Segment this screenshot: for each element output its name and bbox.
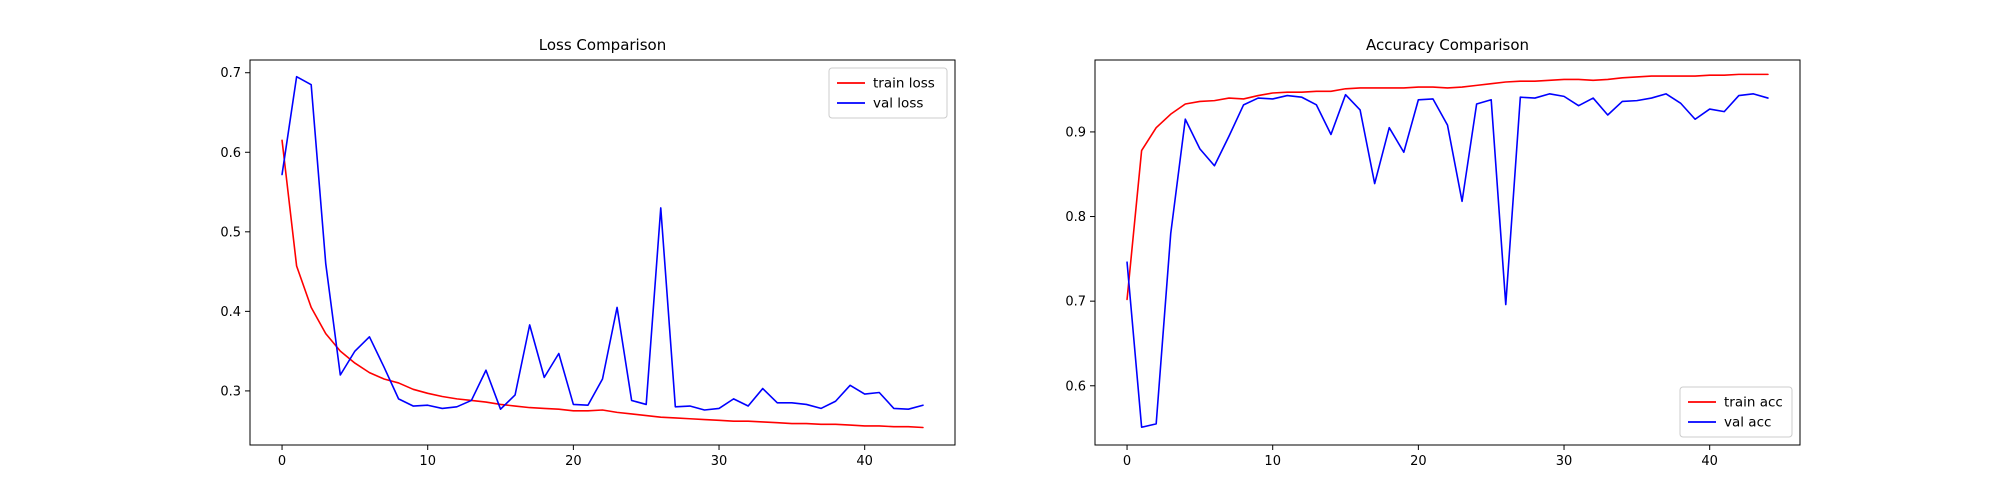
x-tick-label: 10 xyxy=(419,454,436,469)
x-tick-label: 20 xyxy=(565,454,582,469)
x-tick-label: 30 xyxy=(1556,454,1573,469)
y-tick-label: 0.8 xyxy=(1065,210,1086,225)
y-tick-label: 0.6 xyxy=(220,146,241,161)
x-tick-label: 30 xyxy=(711,454,728,469)
loss-chart: Loss Comparison 0 10 20 30 40 0.3 0.4 0.5 0.6 0.7 t… xyxy=(220,36,956,469)
legend-label-val-acc: val acc xyxy=(1724,415,1771,431)
y-tick-label: 0.3 xyxy=(220,384,241,399)
legend-box xyxy=(828,67,948,119)
series-line-train-acc xyxy=(1126,73,1769,301)
legend-label-val-loss: val loss xyxy=(873,96,923,112)
legend-label-train-acc: train acc xyxy=(1724,395,1783,411)
y-tick-label: 0.6 xyxy=(1065,379,1086,394)
y-tick-label: 0.5 xyxy=(220,225,241,240)
series-line-val-acc xyxy=(1126,93,1769,429)
legend-box xyxy=(1679,386,1793,438)
y-tick-label: 0.4 xyxy=(220,305,241,320)
x-tick-label: 10 xyxy=(1264,454,1281,469)
plot-area-frame xyxy=(249,59,956,446)
y-tick-label: 0.7 xyxy=(220,66,241,81)
accuracy-chart: Accuracy Comparison 0 10 20 30 40 0.6 0.7 0.8 0.9… xyxy=(1065,36,1801,469)
y-tick-label: 0.7 xyxy=(1065,295,1086,310)
x-tick-label: 0 xyxy=(1123,454,1131,469)
legend: train acc val acc xyxy=(1679,386,1793,438)
chart-title: Accuracy Comparison xyxy=(1366,36,1529,54)
series-line-train-loss xyxy=(281,139,924,429)
legend: train loss val loss xyxy=(828,67,948,119)
x-tick-label: 0 xyxy=(278,454,286,469)
x-tick-label: 20 xyxy=(1410,454,1427,469)
chart-title: Loss Comparison xyxy=(539,36,666,54)
x-tick-label: 40 xyxy=(1701,454,1718,469)
legend-label-train-loss: train loss xyxy=(873,76,935,92)
y-tick-label: 0.9 xyxy=(1065,125,1086,140)
x-tick-label: 40 xyxy=(856,454,873,469)
series-line-val-loss xyxy=(281,75,924,411)
plot-area-frame xyxy=(1094,59,1801,446)
